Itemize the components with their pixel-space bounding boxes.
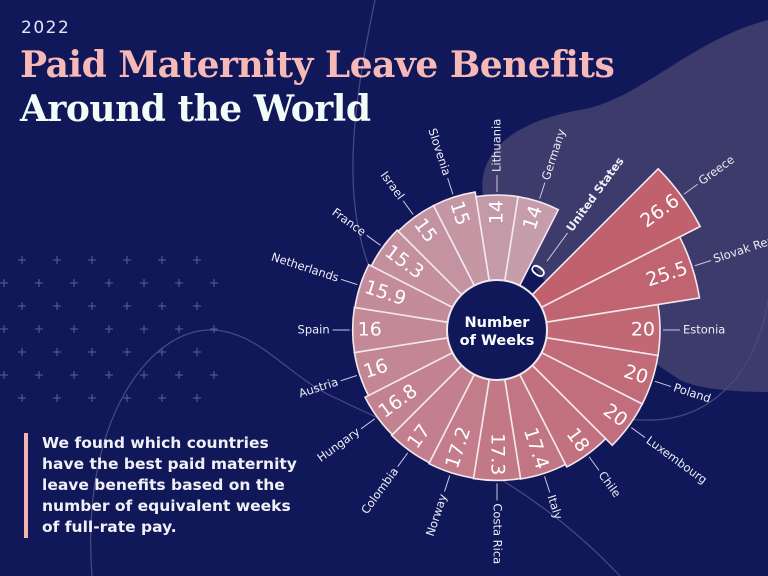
plus-mark	[140, 371, 148, 379]
title-line-2: Around the World	[20, 88, 371, 130]
leader-line-slovenia	[447, 177, 454, 195]
center-label-line-2: of Weeks	[460, 333, 535, 349]
leader-line-slovak-republic	[694, 259, 712, 267]
plus-mark	[35, 371, 43, 379]
category-label-luxembourg: Luxembourg	[644, 433, 710, 486]
category-label-estonia: Estonia	[683, 323, 725, 337]
plus-mark	[88, 256, 96, 264]
category-label-chile: Chile	[596, 469, 624, 501]
leader-line-united-states	[546, 232, 568, 262]
plus-mark	[88, 302, 96, 310]
year-label: 2022	[21, 18, 71, 38]
category-label-poland: Poland	[672, 380, 713, 405]
leader-line-france	[366, 234, 381, 246]
leader-line-greece	[683, 183, 698, 195]
leader-line-luxembourg	[631, 427, 646, 438]
leader-line-poland	[654, 380, 672, 388]
category-label-norway: Norway	[423, 492, 450, 538]
leader-line-norway	[444, 475, 451, 492]
plus-mark	[53, 394, 61, 402]
plus-mark	[193, 348, 201, 356]
plus-mark	[158, 348, 166, 356]
category-label-slovak-republic: Slovak Republic	[712, 224, 768, 265]
plus-mark	[70, 279, 78, 287]
plus-mark	[158, 256, 166, 264]
value-label-estonia: 20	[631, 319, 655, 341]
category-label-italy: Italy	[545, 493, 566, 521]
plus-grid-decoration	[0, 256, 218, 402]
value-label-costa-rica: 17.3	[487, 433, 509, 475]
category-label-france: France	[330, 205, 369, 239]
leader-line-chile	[588, 456, 600, 471]
plus-mark	[123, 302, 131, 310]
plus-mark	[18, 302, 26, 310]
plus-mark	[105, 371, 113, 379]
category-label-greece: Greece	[696, 152, 737, 187]
plus-mark	[193, 256, 201, 264]
plus-mark	[88, 394, 96, 402]
description-text: We found which countries have the best p…	[24, 433, 312, 538]
plus-mark	[193, 302, 201, 310]
center-label-line-1: Number	[465, 315, 531, 331]
plus-mark	[123, 348, 131, 356]
plus-mark	[175, 279, 183, 287]
category-label-austria: Austria	[297, 375, 340, 401]
leader-line-colombia	[397, 452, 409, 468]
plus-mark	[123, 256, 131, 264]
plus-mark	[88, 348, 96, 356]
leader-line-germany	[539, 182, 546, 199]
category-label-colombia: Colombia	[358, 465, 401, 517]
plus-mark	[70, 325, 78, 333]
plus-mark	[18, 348, 26, 356]
plus-mark	[18, 394, 26, 402]
plus-mark	[35, 325, 43, 333]
leader-line-italy	[544, 476, 551, 493]
plus-mark	[105, 279, 113, 287]
plus-mark	[210, 371, 218, 379]
leader-line-israel	[402, 200, 414, 215]
category-label-costa-rica: Costa Rica	[491, 503, 505, 564]
category-label-spain: Spain	[298, 323, 330, 337]
category-label-israel: Israel	[378, 169, 408, 203]
plus-mark	[105, 325, 113, 333]
plus-mark	[140, 325, 148, 333]
plus-mark	[210, 325, 218, 333]
plus-mark	[0, 325, 8, 333]
plus-mark	[70, 371, 78, 379]
category-label-netherlands: Netherlands	[270, 250, 341, 285]
plus-mark	[18, 256, 26, 264]
plus-mark	[210, 279, 218, 287]
plus-mark	[0, 279, 8, 287]
category-label-lithuania: Lithuania	[490, 119, 504, 172]
plus-mark	[158, 394, 166, 402]
value-label-lithuania: 14	[486, 200, 508, 224]
center-circle	[446, 279, 548, 381]
plus-mark	[140, 279, 148, 287]
category-label-hungary: Hungary	[314, 424, 362, 464]
category-label-slovenia: Slovenia	[425, 126, 453, 177]
leader-line-hungary	[360, 418, 376, 430]
plus-mark	[193, 394, 201, 402]
plus-mark	[53, 348, 61, 356]
leader-line-austria	[340, 375, 358, 382]
plus-mark	[53, 256, 61, 264]
value-label-spain: 16	[358, 319, 382, 341]
leader-line-netherlands	[340, 278, 358, 286]
plus-mark	[0, 371, 8, 379]
title-line-1: Paid Maternity Leave Benefits	[20, 44, 615, 86]
plus-mark	[175, 325, 183, 333]
plus-mark	[123, 394, 131, 402]
plus-mark	[175, 371, 183, 379]
plus-mark	[35, 279, 43, 287]
plus-mark	[158, 302, 166, 310]
plus-mark	[53, 302, 61, 310]
category-label-germany: Germany	[539, 127, 569, 182]
